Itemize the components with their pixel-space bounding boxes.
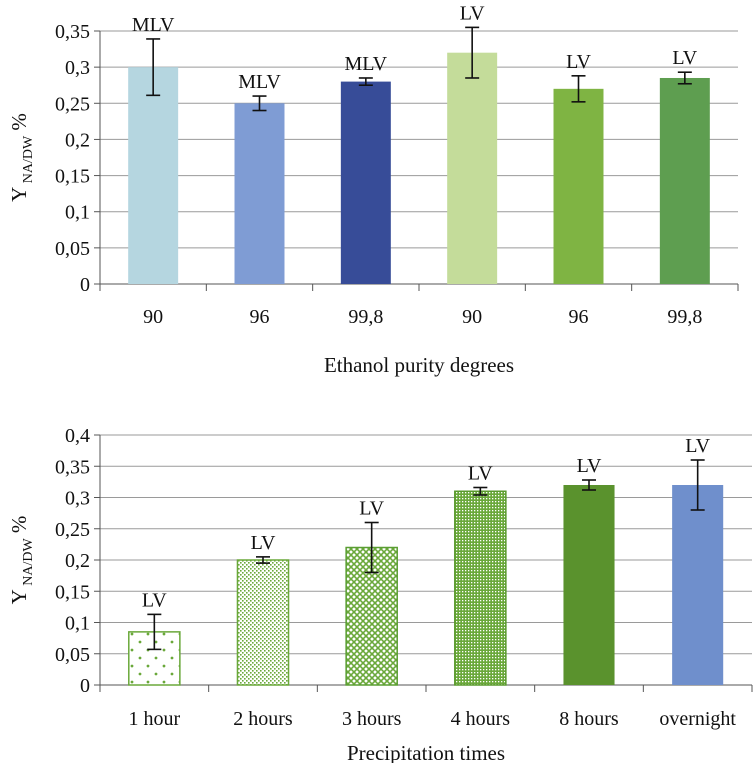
x-axis-title: Precipitation times (347, 741, 505, 763)
chart-precipitation-times: 0 0,05 0,1 0,15 0,2 0,25 0,3 0,35 0,4 LV 1 hour LV 2… (7, 425, 753, 763)
x-tick-label: 8 hours (559, 708, 619, 730)
y-tick-label: 0,05 (55, 238, 90, 260)
data-label: LV (460, 2, 485, 24)
y-tick-label: 0,15 (55, 166, 90, 188)
data-label: MLV (345, 53, 388, 75)
y-axis-title: Y NA/DW % (7, 516, 36, 605)
bar (128, 67, 179, 285)
x-tick-label: overnight (659, 708, 736, 730)
y-tick-label: 0,35 (55, 456, 90, 478)
bar (236, 559, 290, 686)
bar (340, 81, 391, 284)
data-label: LV (672, 47, 697, 69)
data-label: LV (577, 455, 602, 477)
x-tick-label: 90 (462, 306, 482, 328)
bar (454, 490, 507, 686)
x-tick-label: 1 hour (128, 708, 180, 730)
y-axis-title-main: Y (7, 589, 31, 604)
data-label: LV (359, 498, 384, 520)
y-axis-title: Y NA/DW % (7, 113, 36, 202)
bar (553, 88, 604, 284)
y-tick-label: 0,1 (65, 202, 90, 224)
data-label: MLV (238, 71, 281, 93)
y-tick-label: 0,25 (55, 93, 90, 115)
data-label: LV (685, 435, 710, 457)
data-label: LV (468, 463, 493, 485)
y-axis-title-main: Y (7, 187, 31, 202)
y-tick-label: 0 (80, 675, 90, 697)
y-tick-label: 0,05 (55, 644, 90, 666)
bar (447, 52, 498, 284)
x-tick-label: 96 (250, 306, 270, 328)
y-axis-title-subscript: NA/DW (21, 538, 36, 590)
x-tick-label: 3 hours (342, 708, 402, 730)
y-tick-label: 0,2 (65, 550, 90, 572)
x-tick-label: 96 (569, 306, 589, 328)
x-tick-label: 99,8 (667, 306, 702, 328)
x-tick-label: 99,8 (348, 306, 383, 328)
y-tick-label: 0,3 (65, 488, 90, 510)
bar (563, 485, 615, 685)
data-label: LV (566, 51, 591, 73)
y-axis-title-unit: % (7, 516, 31, 539)
y-tick-label: 0,1 (65, 613, 90, 635)
y-tick-label: 0,25 (55, 519, 90, 541)
y-tick-label: 0 (80, 274, 90, 296)
y-tick-label: 0,4 (65, 425, 90, 447)
bar (672, 485, 724, 685)
data-label: LV (251, 532, 276, 554)
bar (234, 103, 285, 285)
x-tick-label: 2 hours (233, 708, 293, 730)
y-tick-label: 0,2 (65, 129, 90, 151)
y-tick-label: 0,3 (65, 57, 90, 79)
y-axis-title-subscript: NA/DW (21, 135, 36, 187)
x-axis-title: Ethanol purity degrees (324, 353, 514, 377)
data-label: MLV (132, 14, 175, 36)
x-tick-label: 90 (143, 306, 163, 328)
data-label: LV (142, 589, 167, 611)
chart-ethanol-purity: 0 0,05 0,1 0,15 0,2 0,25 0,3 0,35 MLV 90 MLV 96 MLV 9… (7, 2, 739, 377)
y-tick-label: 0,35 (55, 21, 90, 43)
x-tick-label: 4 hours (451, 708, 511, 730)
y-axis-title-unit: % (7, 113, 31, 136)
y-tick-label: 0,15 (55, 581, 90, 603)
bar (659, 77, 710, 284)
